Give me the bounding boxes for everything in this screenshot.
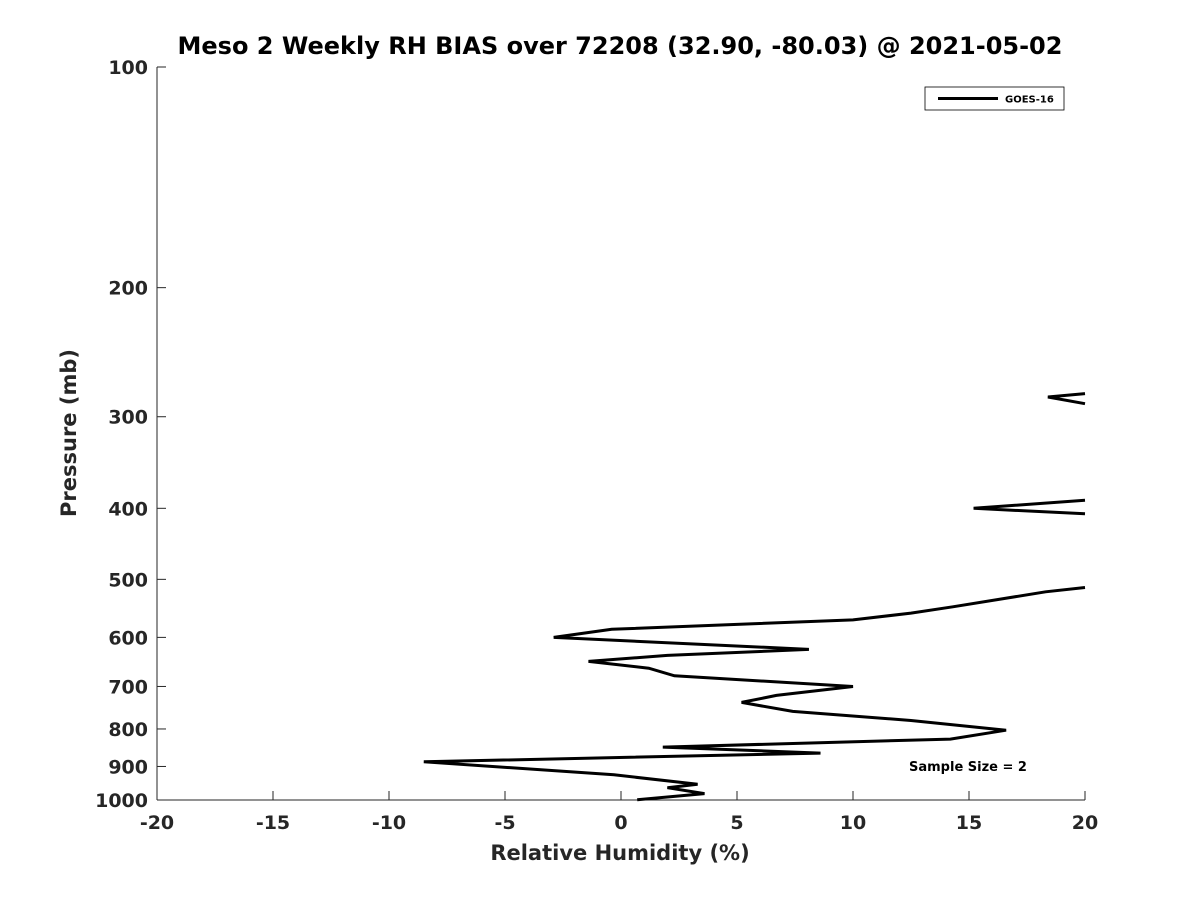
x-tick-label: 5: [730, 812, 743, 834]
x-tick-label: 20: [1072, 812, 1098, 834]
y-tick-label: 700: [108, 676, 148, 698]
y-tick-label: 900: [108, 756, 148, 778]
x-tick-label: -10: [372, 812, 406, 834]
y-tick-label: 400: [108, 498, 148, 520]
axes: -20 -15 -10 -5 0 5 10 15 20 100 200 300 400 500 600 700…: [95, 57, 1098, 834]
y-tick-label: 800: [108, 719, 148, 741]
x-tick-label: -15: [256, 812, 290, 834]
x-tick-label: -20: [140, 812, 174, 834]
y-axis-label: Pressure (mb): [57, 349, 81, 517]
y-tick-label: 600: [108, 627, 148, 649]
x-tick-label: -5: [494, 812, 515, 834]
sample-size-annotation: Sample Size = 2: [909, 760, 1027, 775]
y-tick-label: 500: [108, 569, 148, 591]
chart-title: Meso 2 Weekly RH BIAS over 72208 (32.90,…: [178, 32, 1063, 60]
y-tick-label: 100: [108, 57, 148, 79]
x-tick-label: 15: [956, 812, 982, 834]
y-tick-label: 300: [108, 407, 148, 429]
y-tick-label: 1000: [95, 790, 148, 812]
x-axis-label: Relative Humidity (%): [490, 841, 749, 865]
x-tick-label: 0: [614, 812, 627, 834]
series-line-goes-16: [423, 586, 1086, 802]
series-line-goes-16: [1047, 392, 1086, 406]
data-series-layer: [423, 392, 1086, 802]
series-line-goes-16: [973, 498, 1086, 516]
legend: GOES-16: [924, 86, 1065, 111]
x-tick-label: 10: [840, 812, 866, 834]
y-tick-label: 200: [108, 278, 148, 300]
legend-label-goes-16: GOES-16: [1005, 95, 1054, 106]
